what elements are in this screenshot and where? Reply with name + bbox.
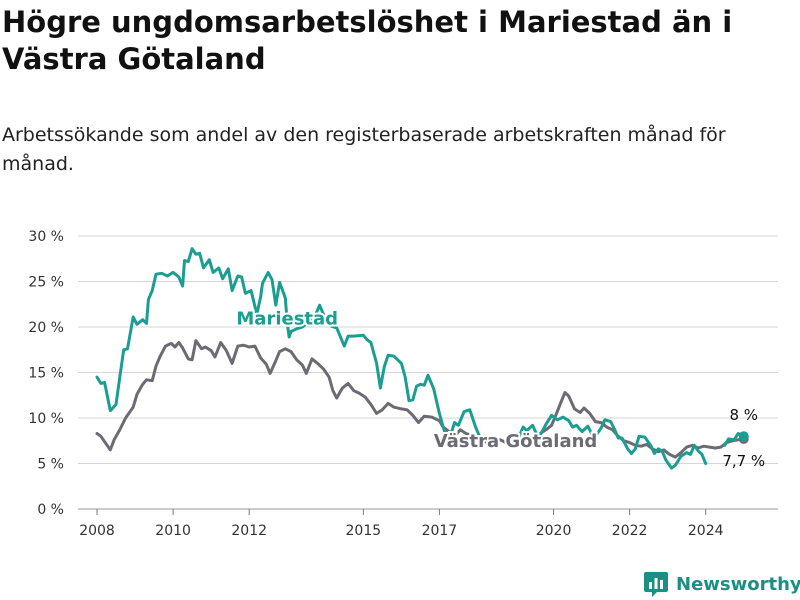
x-tick-label: 2022	[612, 523, 648, 539]
x-tick-label: 2010	[155, 523, 191, 539]
newsworthy-icon	[644, 572, 668, 597]
y-tick-label: 25 %	[28, 275, 64, 291]
end-markers: 8 % 7,7 %	[722, 406, 765, 470]
x-tick-label: 2008	[79, 523, 115, 539]
series-line	[95, 247, 481, 440]
series-label: Västra Götaland	[434, 431, 598, 452]
series-label: Mariestad	[236, 308, 338, 329]
y-tick-label: 15 %	[28, 366, 64, 382]
end-label-vastra-gotaland: 7,7 %	[722, 452, 765, 470]
x-tick-label: 2024	[688, 523, 724, 539]
y-tick-label: 10 %	[28, 411, 64, 427]
y-tick-label: 20 %	[28, 320, 64, 336]
y-tick-label: 30 %	[28, 229, 64, 245]
y-axis-labels: 0 % 5 % 10 % 15 % 20 % 25 % 30 %	[28, 229, 64, 518]
y-tick-label: 0 %	[37, 502, 64, 518]
x-tick-label: 2017	[422, 523, 458, 539]
x-tick-label: 2020	[536, 523, 572, 539]
chart-grid	[78, 235, 778, 510]
y-tick-label: 5 %	[37, 457, 64, 473]
newsworthy-logo[interactable]: Newsworthy	[643, 569, 800, 599]
series-line	[95, 339, 746, 459]
end-label-mariestad: 8 %	[729, 406, 758, 424]
page-subtitle: Arbetssökande som andel av den registerb…	[2, 124, 726, 175]
series-labels: Mariestad Västra Götaland	[234, 306, 599, 454]
x-tick-label: 2015	[346, 523, 382, 539]
end-dot-mariestad	[738, 431, 749, 442]
brand-name: Newsworthy	[676, 573, 800, 595]
x-tick-label: 2012	[231, 523, 267, 539]
series-line	[514, 413, 708, 470]
page-title: Högre ungdomsarbetslöshet i Mariestad än…	[2, 5, 733, 76]
x-axis: 2008 2010 2012 2015 2017 2020 2022 2024	[79, 509, 724, 539]
series-lines	[95, 247, 746, 470]
